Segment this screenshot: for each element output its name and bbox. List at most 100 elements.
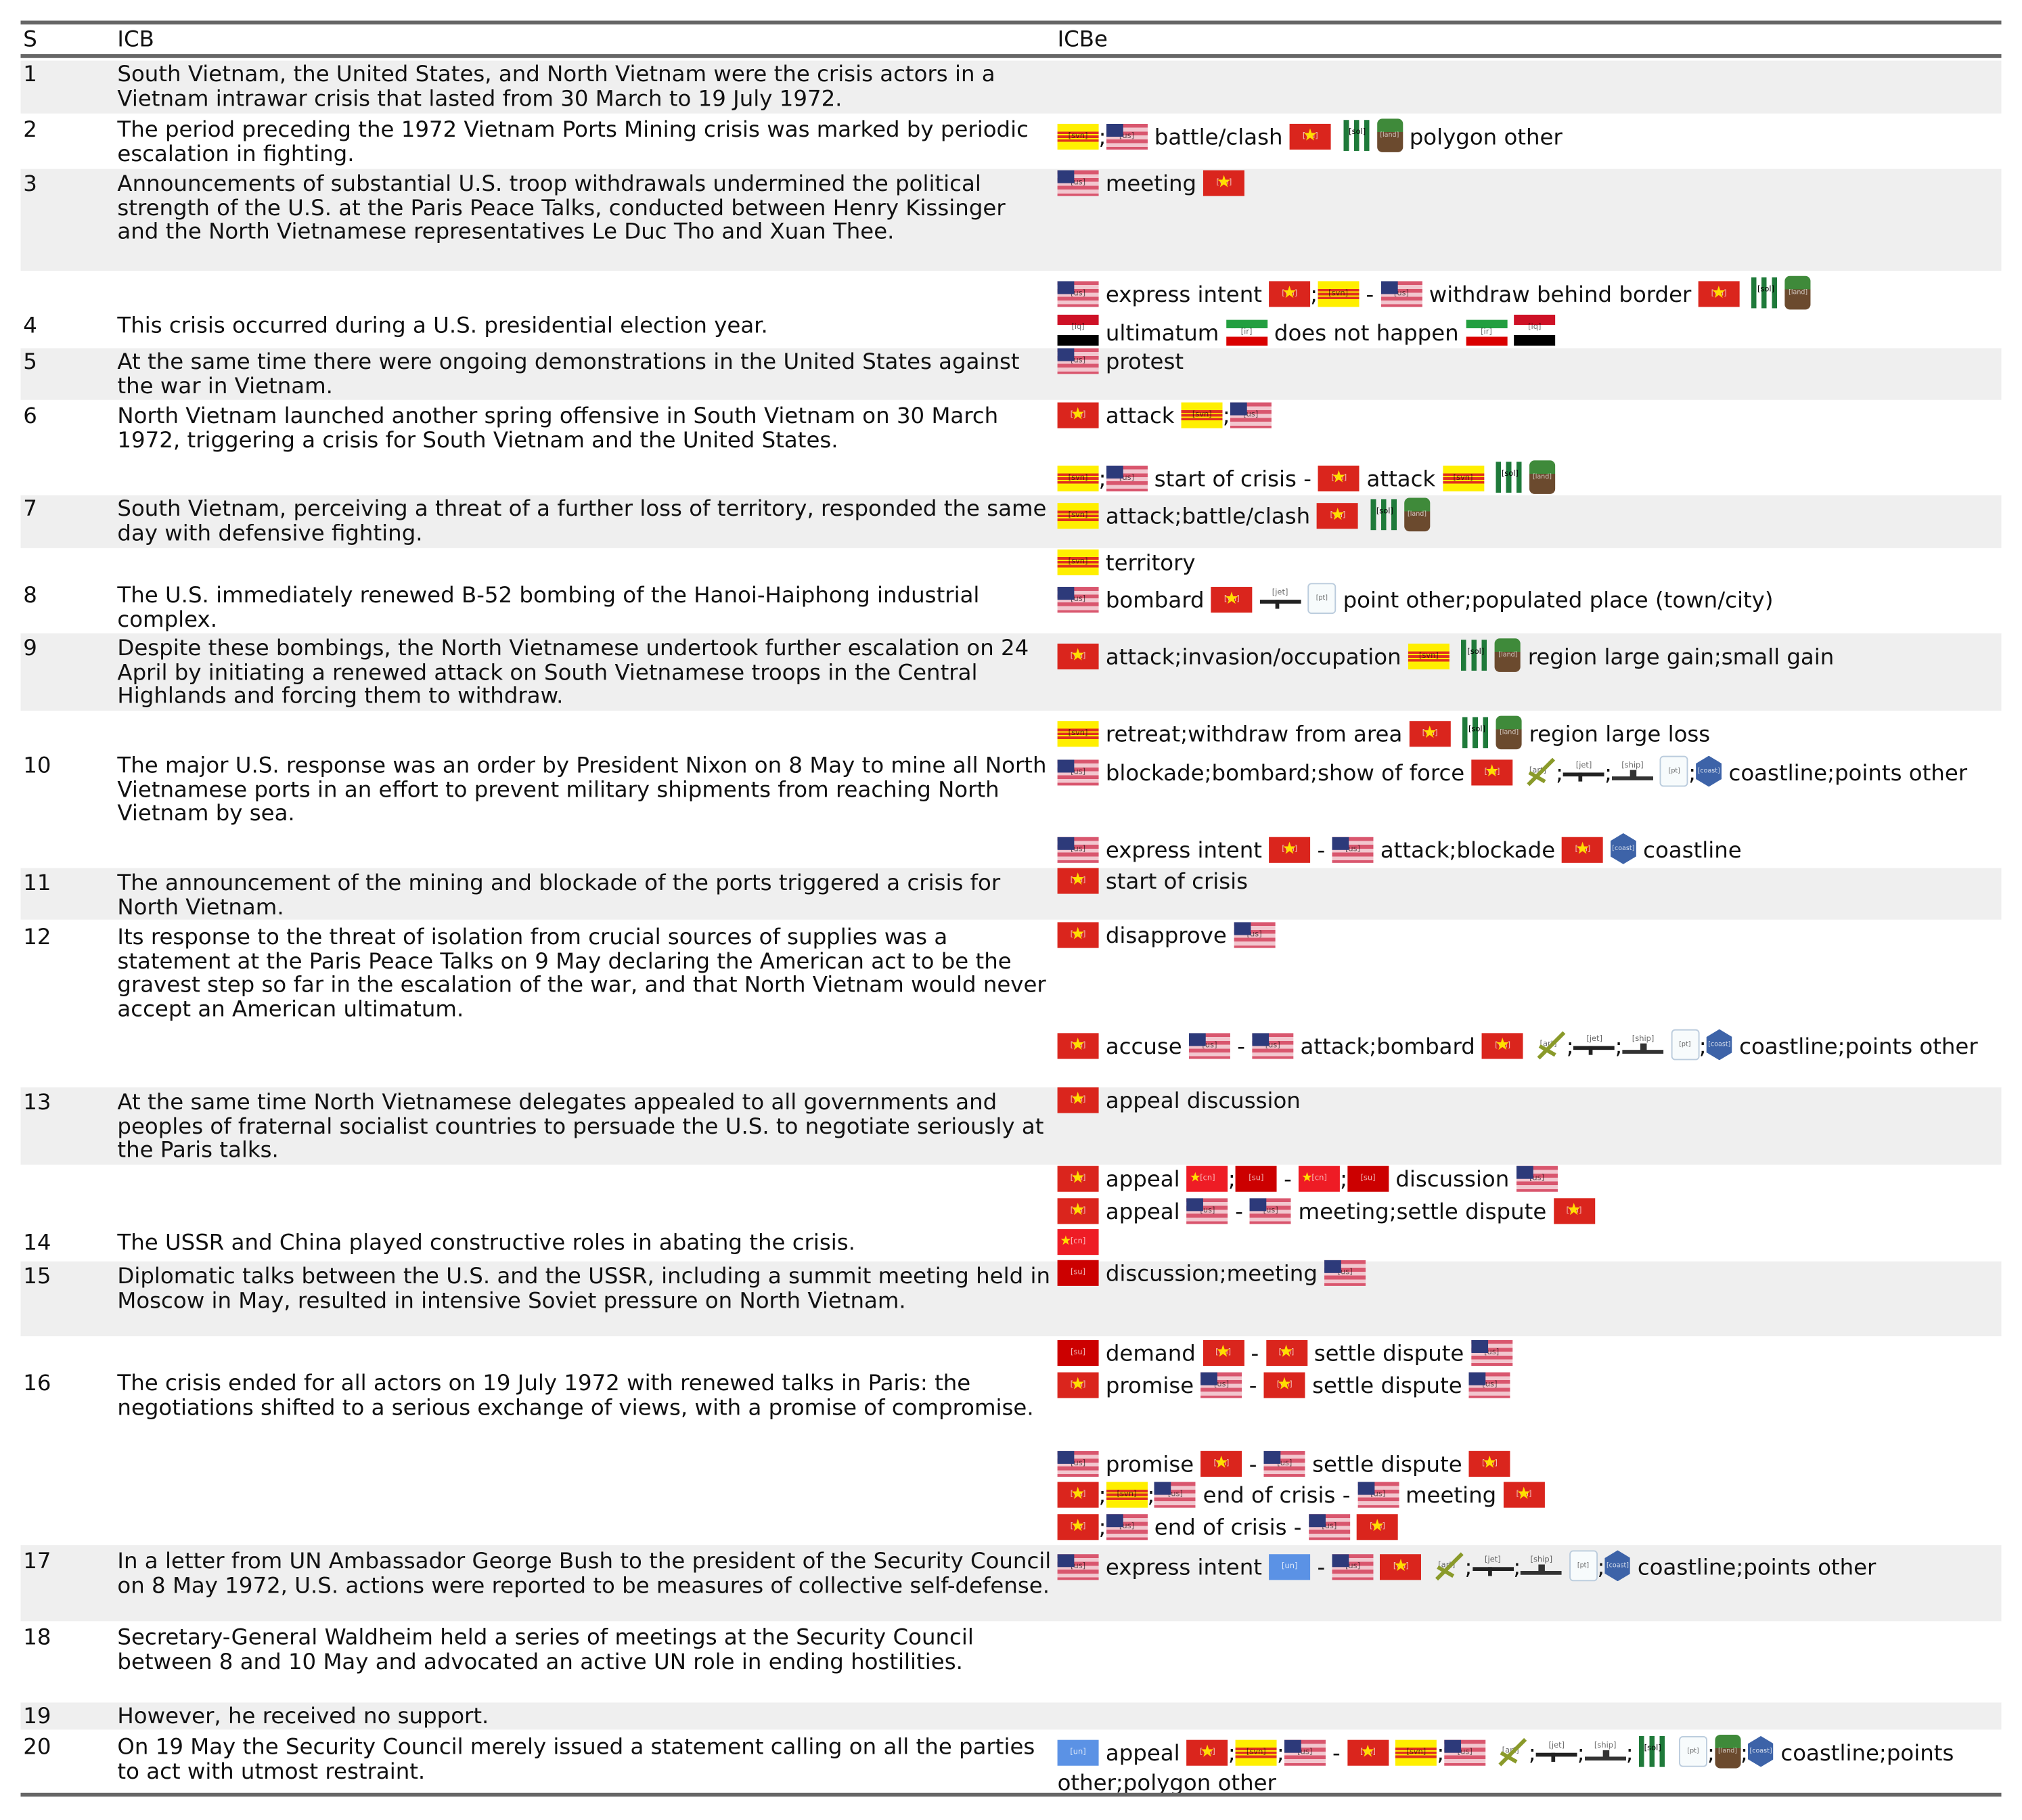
- coastline-hex-icon: [coast]: [1747, 1735, 1774, 1767]
- event-text: [1740, 282, 1747, 308]
- flag-north-vietnam-icon: [vn]: [1263, 1372, 1305, 1398]
- event-text: attack: [1360, 466, 1443, 493]
- icbe-event: [svn] attack;battle/clash [vn] [sol][lan…: [1057, 497, 2002, 533]
- flag-united-states-icon: [us]: [1106, 465, 1148, 492]
- flag-north-vietnam-icon: [vn]: [1057, 1198, 1099, 1224]
- event-text: point other;populated place (town/city): [1336, 587, 1774, 615]
- icbe-event: [vn];[us] end of crisis - [us] [vn]: [1057, 1514, 2002, 1544]
- flag-south-vietnam-icon: [svn]: [1181, 402, 1223, 428]
- row-shading: [20, 1261, 2002, 1337]
- event-text: [1653, 761, 1660, 786]
- event-text: settle dispute: [1305, 1452, 1470, 1478]
- flag-north-vietnam-icon: [vn]: [1265, 1339, 1307, 1367]
- event-text: promise: [1098, 1373, 1201, 1400]
- event-text: demand: [1098, 1341, 1203, 1367]
- flag-south-vietnam-icon: [svn]: [1057, 549, 1099, 575]
- event-text: [1513, 761, 1520, 786]
- event-text: coastline;points other: [1722, 761, 1968, 787]
- event-text: [1483, 467, 1490, 493]
- row-number: 2: [23, 117, 37, 143]
- flag-united-states-icon: [us]: [1106, 1514, 1148, 1540]
- row-number: 11: [23, 870, 51, 897]
- icb-sentence: The U.S. immediately renewed B-52 bombin…: [117, 583, 980, 633]
- event-text: -: [1242, 1452, 1264, 1478]
- flag-china-icon: [cn]: [1057, 1229, 1099, 1256]
- event-text: meeting: [1098, 171, 1204, 198]
- event-text: ;: [1740, 1741, 1748, 1767]
- bottom-rule: [20, 1792, 2002, 1797]
- header-s: S: [23, 27, 37, 53]
- flag-united-states-icon: [us]: [1252, 1033, 1294, 1059]
- icbe-event: [svn] territory: [1057, 549, 2002, 579]
- flag-united-states-icon: [us]: [1470, 1339, 1512, 1367]
- flag-united-states-icon: [us]: [1057, 587, 1099, 613]
- icb-sentence: At the same time North Vietnamese delega…: [117, 1090, 1044, 1163]
- coastline-hex-icon: [coast]: [1610, 833, 1636, 864]
- ship-icon: [ship]: [1622, 1034, 1664, 1055]
- event-text: ;: [1228, 1167, 1236, 1193]
- event-text: ;: [1310, 282, 1318, 309]
- row-number: 19: [23, 1704, 51, 1730]
- event-text: ;: [1098, 125, 1106, 151]
- aircraft-icon: [jet]: [1259, 588, 1301, 609]
- icb-sentence: South Vietnam, the United States, and No…: [117, 62, 995, 112]
- land-block-icon: [land]: [1403, 497, 1431, 532]
- icb-sentence: Its response to the threat of isolation …: [117, 925, 1046, 1023]
- soldiers-icon: [sol]: [1633, 1735, 1672, 1767]
- event-text: discussion;meeting: [1098, 1261, 1325, 1287]
- flag-united-states-icon: [us]: [1516, 1166, 1558, 1192]
- event-text: ;: [1222, 403, 1230, 430]
- flag-united-states-icon: [us]: [1332, 1554, 1374, 1580]
- event-text: ;: [1566, 1034, 1574, 1061]
- flag-south-vietnam-icon: [svn]: [1318, 281, 1360, 307]
- row-number: 5: [23, 349, 37, 376]
- event-text: settle dispute: [1307, 1341, 1471, 1367]
- event-text: battle/clash: [1147, 125, 1290, 151]
- flag-north-vietnam-icon: [vn]: [1347, 1739, 1389, 1766]
- artillery-icon: [art]: [1493, 1735, 1529, 1769]
- flag-united-states-icon: [us]: [1469, 1372, 1510, 1398]
- event-text: start of crisis -: [1147, 466, 1319, 493]
- event-text: ;: [1699, 1034, 1707, 1061]
- event-text: region large loss: [1522, 722, 1711, 749]
- icbe-event: [vn] appeal [us] - [us] meeting;settle d…: [1057, 1198, 2002, 1228]
- icbe-event: [vn] start of crisis: [1057, 868, 2002, 897]
- row-number: 13: [23, 1090, 51, 1116]
- flag-united-states-icon: [us]: [1186, 1198, 1228, 1224]
- flag-iran-icon: [ir]: [1466, 319, 1507, 346]
- aircraft-icon: [jet]: [1563, 761, 1605, 782]
- event-text: discussion: [1389, 1167, 1516, 1193]
- coastline-hex-icon: [coast]: [1604, 1550, 1631, 1582]
- row-number: 18: [23, 1625, 51, 1651]
- event-text: ;: [1597, 1555, 1605, 1582]
- header-rule: [20, 54, 2002, 58]
- flag-north-vietnam-icon: [vn]: [1289, 123, 1331, 150]
- soldiers-icon: [sol]: [1365, 499, 1404, 531]
- icb-sentence: The announcement of the mining and block…: [117, 870, 1001, 920]
- event-text: does not happen: [1267, 321, 1466, 347]
- event-text: -: [1310, 1555, 1332, 1582]
- row-number: 17: [23, 1549, 51, 1575]
- event-text: ;: [1615, 1034, 1623, 1061]
- event-text: bombard: [1098, 587, 1211, 615]
- icbe-event: [cn]: [1057, 1229, 2002, 1259]
- event-text: [1301, 588, 1307, 614]
- event-text: ;: [1707, 1741, 1715, 1767]
- flag-united-states-icon: [us]: [1057, 348, 1099, 374]
- event-text: attack;battle/clash: [1098, 504, 1318, 531]
- icbe-event: [us] express intent [un] - [us] [vn] [ar…: [1057, 1549, 2002, 1584]
- flag-north-vietnam-icon: [vn]: [1057, 868, 1099, 894]
- land-block-icon: [land]: [1529, 460, 1556, 494]
- event-text: -: [1276, 1167, 1299, 1193]
- event-text: [1374, 1555, 1380, 1581]
- point-cube-icon: [pt]: [1679, 1735, 1708, 1767]
- event-text: ;: [1098, 466, 1106, 493]
- flag-north-vietnam-icon: [vn]: [1057, 922, 1099, 948]
- land-block-icon: [land]: [1495, 638, 1521, 672]
- row-number: 15: [23, 1264, 51, 1290]
- icbe-event: [su] discussion;meeting [us]: [1057, 1260, 2002, 1290]
- flag-north-vietnam-icon: [vn]: [1057, 1514, 1099, 1540]
- event-text: polygon other: [1402, 125, 1563, 151]
- flag-north-vietnam-icon: [vn]: [1317, 503, 1359, 529]
- icbe-event: [vn] attack [svn];[us]: [1057, 402, 2002, 432]
